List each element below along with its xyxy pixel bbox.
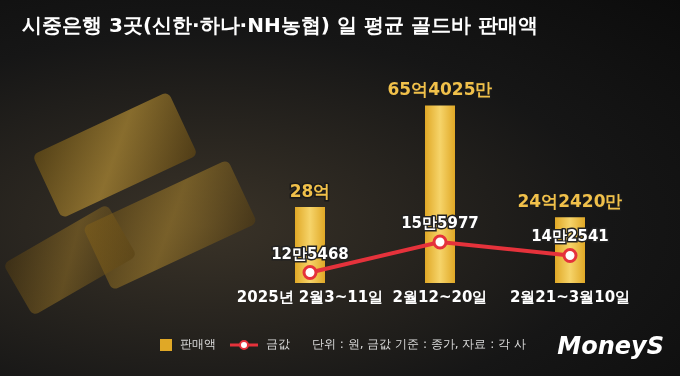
html-text:시중은행 3곳(신한·하나·NH농협) 일 평균 골드바 판: 시중은행 3곳(신한·하나·NH농협) 일 평균 골드바 판매액 — [22, 13, 538, 37]
html-text:금값: 금값 — [266, 337, 290, 351]
html-text:판매액: 판매액 — [180, 337, 216, 351]
svg-text:65억4025만: 65억4025만 — [388, 79, 493, 99]
svg-text:28억: 28억 — [290, 181, 331, 201]
svg-text:2025년 2월3~11일: 2025년 2월3~11일 — [237, 288, 383, 306]
html-text:단위 : 원, 금값 기준 : 종가, 자료 : 각 사: 단위 : 원, 금값 기준 : 종가, 자료 : 각 사 — [312, 337, 526, 351]
svg-text:24억2420만: 24억2420만 — [518, 191, 623, 211]
svg-text:12만5468: 12만5468 — [271, 245, 349, 263]
svg-text:15만5977: 15만5977 — [401, 214, 479, 232]
svg-text:2월12~20일: 2월12~20일 — [393, 288, 488, 306]
svg-text:14만2541: 14만2541 — [531, 227, 609, 245]
html-text:MoneyS: MoneyS — [557, 332, 664, 360]
svg-text:2월21~3월10일: 2월21~3월10일 — [510, 288, 630, 306]
